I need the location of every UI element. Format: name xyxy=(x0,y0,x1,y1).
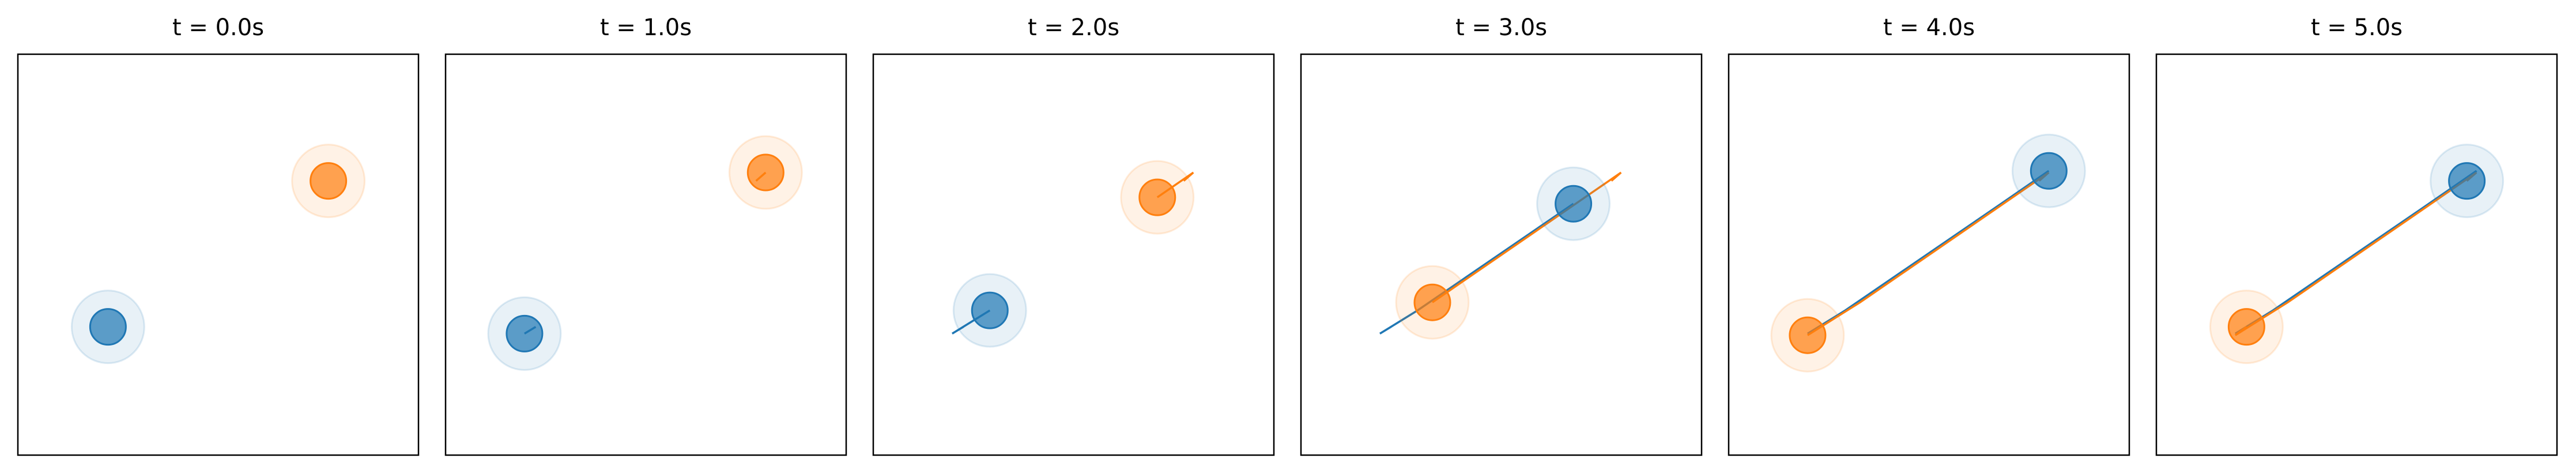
panel: t = 0.0s xyxy=(17,14,420,456)
plot-frame xyxy=(444,53,847,456)
panel-title: t = 5.0s xyxy=(2311,14,2402,41)
panel: t = 4.0s xyxy=(1728,14,2130,456)
agent xyxy=(506,314,544,352)
panel: t = 3.0s xyxy=(1300,14,1703,456)
panel-title: t = 3.0s xyxy=(1455,14,1547,41)
agent xyxy=(310,162,348,200)
plot-frame xyxy=(17,53,420,456)
panel-title: t = 1.0s xyxy=(600,14,692,41)
plot-frame xyxy=(872,53,1275,456)
agent xyxy=(2030,152,2068,190)
agent xyxy=(971,291,1009,329)
agent xyxy=(1138,178,1176,216)
panel-title: t = 2.0s xyxy=(1028,14,1119,41)
agent xyxy=(2227,308,2265,346)
trail xyxy=(1379,202,1574,335)
agent xyxy=(1555,185,1593,223)
panel-title: t = 4.0s xyxy=(1883,14,1975,41)
agent xyxy=(746,153,785,192)
agent xyxy=(1413,283,1451,321)
panel: t = 2.0s xyxy=(872,14,1275,456)
panel: t = 1.0s xyxy=(444,14,847,456)
agent xyxy=(89,308,127,346)
agent xyxy=(2448,162,2486,200)
agent xyxy=(1789,316,1827,354)
trail xyxy=(1431,171,1622,303)
panel-title: t = 0.0s xyxy=(172,14,264,41)
panel: t = 5.0s xyxy=(2155,14,2558,456)
